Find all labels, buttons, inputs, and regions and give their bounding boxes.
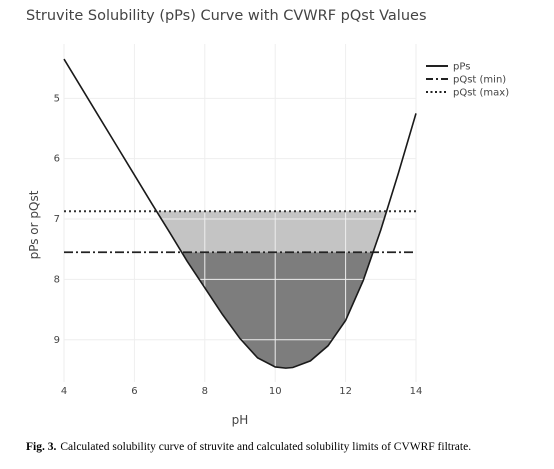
y-tick-label: 5 [54, 93, 60, 104]
figure-caption: Fig. 3. Calculated solubility curve of st… [26, 441, 546, 453]
chart-title: Struvite Solubility (pPs) Curve with CVW… [26, 8, 427, 24]
x-axis-title: pH [232, 413, 249, 427]
fill-band-between-pqst [156, 211, 387, 253]
caption-label: Fig. 3. [26, 441, 57, 453]
x-tick-label: 10 [269, 386, 282, 397]
x-tick-label: 14 [410, 386, 423, 397]
legend-label: pPs [453, 62, 470, 73]
y-tick-label: 9 [54, 335, 60, 346]
x-tick-label: 8 [202, 386, 208, 397]
caption-text: Calculated solubility curve of struvite … [60, 441, 472, 453]
legend-label: pQst (max) [453, 88, 509, 99]
legend-label: pQst (min) [453, 75, 506, 86]
y-tick-label: 8 [54, 274, 60, 285]
pps-curve [63, 58, 417, 369]
chart-legend: pPs pQst (min) pQst (max) [426, 62, 509, 99]
y-axis-title: pPs or pQst [27, 190, 41, 259]
fill-region-below-pqst-min [181, 252, 374, 369]
y-tick-label: 7 [54, 214, 60, 225]
x-tick-label: 4 [61, 386, 67, 397]
y-tick-label: 6 [54, 154, 60, 165]
chart-plot-svg: 4 6 8 10 12 14 5 6 7 8 9 pH pPs or pQst pPs pQst (m… [27, 44, 509, 427]
x-tick-label: 6 [131, 386, 137, 397]
x-tick-label: 12 [339, 386, 352, 397]
